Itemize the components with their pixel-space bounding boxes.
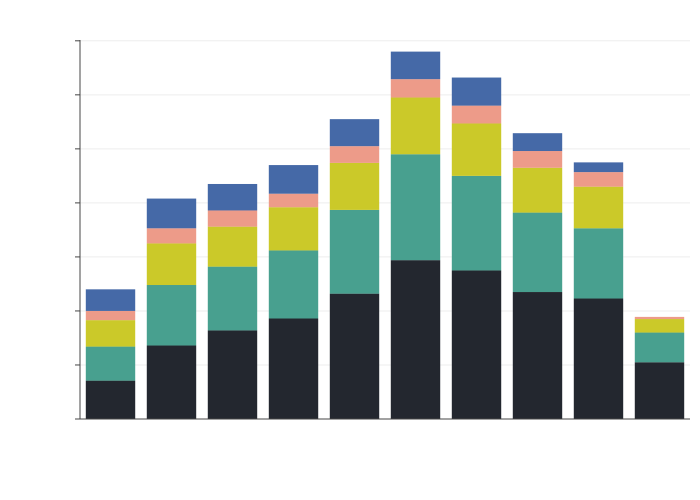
bar-7-series-4 xyxy=(451,105,502,124)
bar-9-series-5 xyxy=(573,162,624,173)
bar-3-series-5 xyxy=(207,183,258,211)
bar-2-series-2 xyxy=(146,285,197,346)
bar-8-series-1 xyxy=(512,292,563,419)
bar-4-series-5 xyxy=(268,165,319,194)
bar-4-series-1 xyxy=(268,318,319,419)
bar-2-series-1 xyxy=(146,345,197,419)
bar-5-series-3 xyxy=(329,162,380,210)
bar-6-series-4 xyxy=(390,79,441,98)
bar-8-series-2 xyxy=(512,212,563,293)
bar-6-series-5 xyxy=(390,51,441,80)
bar-10-series-1 xyxy=(634,362,685,419)
bar-5-series-4 xyxy=(329,146,380,163)
bar-6-series-3 xyxy=(390,97,441,155)
bar-10-series-2 xyxy=(634,332,685,363)
bar-7-series-3 xyxy=(451,123,502,176)
bar-4-series-3 xyxy=(268,207,319,251)
bar-8-series-4 xyxy=(512,151,563,168)
bars-layer xyxy=(85,51,685,419)
bar-9-series-3 xyxy=(573,186,624,229)
bar-10-series-3 xyxy=(634,319,685,333)
bar-2-series-3 xyxy=(146,243,197,286)
bar-5-series-5 xyxy=(329,119,380,147)
bar-8-series-3 xyxy=(512,167,563,213)
bar-2-series-5 xyxy=(146,198,197,229)
bar-7-series-5 xyxy=(451,77,502,106)
bar-1-series-1 xyxy=(85,380,136,419)
bar-7-series-2 xyxy=(451,175,502,271)
bar-1-series-2 xyxy=(85,346,136,381)
bar-7-series-1 xyxy=(451,270,502,419)
bar-3-series-4 xyxy=(207,210,258,227)
bar-5-series-2 xyxy=(329,209,380,294)
bar-6-series-2 xyxy=(390,154,441,261)
bar-4-series-4 xyxy=(268,193,319,208)
axes-layer xyxy=(75,40,690,420)
bar-9-series-4 xyxy=(573,172,624,187)
bar-3-series-3 xyxy=(207,226,258,267)
bar-9-series-2 xyxy=(573,228,624,299)
bar-10-series-4 xyxy=(634,316,685,320)
bar-3-series-2 xyxy=(207,266,258,331)
bar-1-series-5 xyxy=(85,289,136,311)
bar-1-series-3 xyxy=(85,320,136,347)
bar-1-series-4 xyxy=(85,310,136,321)
bar-4-series-2 xyxy=(268,250,319,319)
bar-9-series-1 xyxy=(573,298,624,419)
bar-3-series-1 xyxy=(207,330,258,419)
bar-5-series-1 xyxy=(329,293,380,419)
bar-2-series-4 xyxy=(146,228,197,244)
bar-6-series-1 xyxy=(390,260,441,419)
bar-8-series-5 xyxy=(512,133,563,152)
